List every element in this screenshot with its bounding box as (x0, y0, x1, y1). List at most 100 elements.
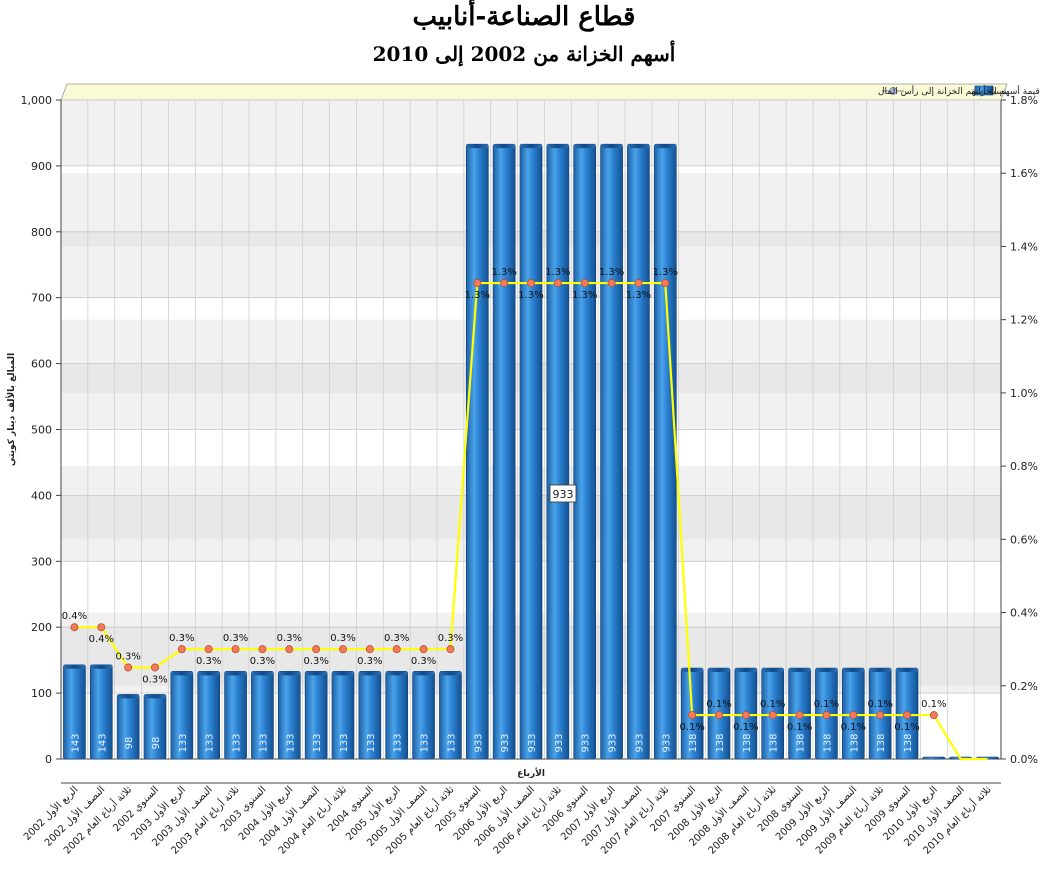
ratio-value-label: 0.4% (62, 611, 87, 622)
bar (143, 694, 167, 760)
y2-tick-label: 1.0% (1010, 387, 1038, 400)
ratio-marker (258, 645, 267, 654)
bar (439, 671, 462, 760)
bar (358, 671, 382, 760)
ratio-value-label: 0.1% (760, 699, 785, 710)
bar-value-label: 133 (285, 733, 296, 752)
bar-cap (117, 694, 140, 699)
ratio-marker (527, 279, 536, 288)
bar-cap (90, 664, 113, 669)
bar (170, 671, 194, 760)
ratio-marker (795, 711, 804, 720)
ratio-value-label: 1.3% (653, 267, 678, 278)
bar-value-label: 98 (151, 737, 162, 750)
bar-body (922, 756, 946, 760)
x-axis-title: الأرباع (517, 767, 545, 779)
bar-cap (600, 144, 623, 149)
ratio-marker (715, 711, 724, 720)
bar-cap (573, 144, 596, 149)
bar-value-label: 138 (876, 733, 887, 752)
y2-tick-label: 0.6% (1010, 533, 1038, 546)
bar-value-label: 933 (554, 733, 565, 752)
bar-value-label: 133 (366, 733, 377, 752)
ratio-marker (97, 623, 106, 632)
ratio-value-label: 0.3% (303, 656, 328, 667)
bar (922, 756, 946, 760)
bar-value-label: 138 (688, 733, 699, 752)
bar (197, 671, 221, 760)
ratio-value-label: 1.3% (491, 267, 516, 278)
bar-value-label: 138 (849, 733, 860, 752)
bar-value-label: 133 (446, 733, 457, 752)
bar (224, 671, 247, 760)
legend-marker-ratio (889, 87, 897, 95)
y-tick-label: 400 (31, 489, 52, 502)
ratio-value-label: 0.1% (841, 722, 866, 733)
bar-cap (331, 671, 355, 676)
bar (653, 143, 677, 760)
ratio-marker (929, 711, 938, 720)
ratio-value-label: 0.3% (169, 633, 194, 644)
y2-tick-label: 0.4% (1010, 607, 1038, 620)
plot-top-edge (60, 83, 1008, 101)
bar (519, 143, 543, 760)
ratio-marker (634, 279, 643, 288)
bar-cap (466, 144, 489, 149)
bar-value-label: 138 (715, 733, 726, 752)
bar-body (465, 143, 489, 760)
bar-value-label: 133 (420, 733, 431, 752)
ratio-marker (150, 663, 159, 672)
bar (63, 664, 86, 760)
legend-label-bars: قيمة أسهم الخزانة (971, 85, 1040, 97)
legend-swatch-bars (974, 85, 994, 96)
ratio-value-label: 0.3% (330, 633, 355, 644)
ratio-marker (822, 711, 831, 720)
bar-value-label: 933 (634, 733, 645, 752)
ratio-value-label: 0.1% (733, 722, 758, 733)
y2-tick-label: 0.8% (1010, 460, 1038, 473)
bar-cap (439, 671, 462, 676)
ratio-marker (285, 645, 294, 654)
ratio-marker (500, 279, 509, 288)
bar-body (600, 143, 623, 760)
y-tick-label: 500 (31, 424, 52, 437)
y2-tick-label: 1.6% (1010, 167, 1038, 180)
bar-value-label: 138 (769, 733, 780, 752)
ratio-value-label: 1.3% (518, 290, 543, 301)
ratio-value-label: 0.3% (411, 656, 436, 667)
bar-cap (412, 671, 435, 676)
bar-value-label: 933 (661, 733, 672, 752)
ratio-marker (124, 663, 133, 672)
bar (89, 664, 113, 760)
bar-value-label: 138 (822, 733, 833, 752)
bar-body (519, 143, 543, 760)
bar-value-label: 98 (124, 737, 135, 750)
y-tick-label: 300 (31, 555, 52, 568)
bar-cap (734, 668, 757, 673)
legend-label-ratio: نسبة أسهم الخزانة إلى رأس المال (878, 85, 1007, 97)
bar (251, 671, 274, 760)
bar-value-label: 133 (178, 733, 189, 752)
bar-value-label: 133 (205, 733, 216, 752)
ratio-value-label: 0.1% (894, 722, 919, 733)
bar-value-label: 138 (903, 733, 914, 752)
bar-value-label: 143 (97, 733, 108, 752)
ratio-marker (607, 279, 616, 288)
bar-cap (63, 664, 86, 669)
ratio-value-label: 0.1% (867, 699, 892, 710)
ratio-marker (741, 711, 750, 720)
bar-cap (815, 668, 838, 673)
ratio-value-label: 1.3% (465, 290, 490, 301)
bar-cap (170, 671, 193, 676)
bar (546, 143, 570, 760)
bar-cap (895, 668, 919, 673)
ratio-marker (365, 645, 374, 654)
ratio-value-label: 1.3% (572, 290, 597, 301)
bar (412, 671, 435, 760)
bar-cap (869, 668, 892, 673)
ratio-value-label: 0.3% (250, 656, 275, 667)
ratio-value-label: 0.3% (196, 656, 221, 667)
ratio-marker (419, 645, 428, 654)
y2-tick-label: 1.2% (1010, 314, 1038, 327)
bar-value-label: 133 (312, 733, 323, 752)
